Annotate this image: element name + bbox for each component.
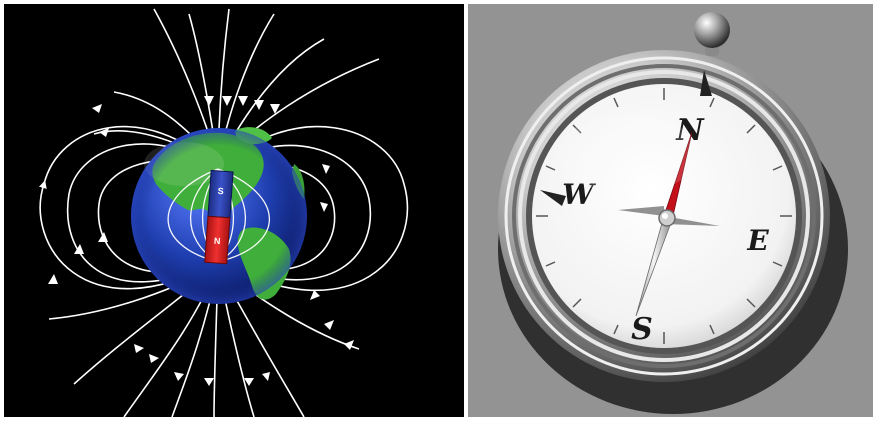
arrow-icon [174, 372, 184, 381]
arrow-icon [92, 104, 102, 113]
arrow-icon [344, 340, 354, 350]
bar-magnet: S N [204, 169, 234, 265]
arrow-icon [48, 274, 58, 284]
cardinal-letters: N S E W [562, 113, 769, 347]
arrow-icon [134, 344, 144, 353]
arrow-icon [254, 100, 264, 110]
arrow-icon [99, 128, 109, 137]
earth-field-svg: S N [39, 8, 409, 417]
glass-highlight [558, 114, 698, 194]
bezel-marker-icon [700, 70, 712, 96]
compass-north-label: N [675, 113, 705, 148]
magnet-south-label: S [217, 186, 224, 196]
arrow-icon [320, 202, 328, 212]
arrow-icon [149, 354, 159, 363]
arrow-icon [324, 320, 334, 330]
arrow-icon [98, 232, 108, 242]
earth-magnetic-field-illustration: S N [4, 4, 464, 417]
compass-east-label: E [746, 224, 769, 257]
arrow-icon [238, 96, 248, 106]
arrow-icon [322, 164, 330, 174]
bezel-marker-icon [540, 190, 566, 206]
compass-rose [618, 186, 720, 246]
field-arrows [48, 96, 354, 386]
compass-west-label: W [562, 178, 596, 211]
arrow-icon [310, 290, 320, 300]
arrow-icon [204, 378, 214, 386]
compass-knob [694, 12, 730, 56]
magnet-north-pole [204, 215, 231, 265]
magnet-north-label: N [214, 236, 221, 246]
compass-illustration: N S E W [468, 4, 873, 417]
arrow-icon [74, 244, 84, 254]
arrow-icon [270, 104, 280, 114]
compass-south-label: S [631, 312, 653, 347]
arrow-icon [204, 96, 214, 106]
compass-svg: N S E W [498, 12, 848, 414]
compass-needle [635, 131, 693, 317]
arrow-icon [222, 96, 232, 106]
arrow-icon [244, 378, 254, 386]
arrow-icon [262, 372, 270, 381]
earth-globe [131, 127, 307, 304]
compass-ticks [536, 88, 792, 344]
